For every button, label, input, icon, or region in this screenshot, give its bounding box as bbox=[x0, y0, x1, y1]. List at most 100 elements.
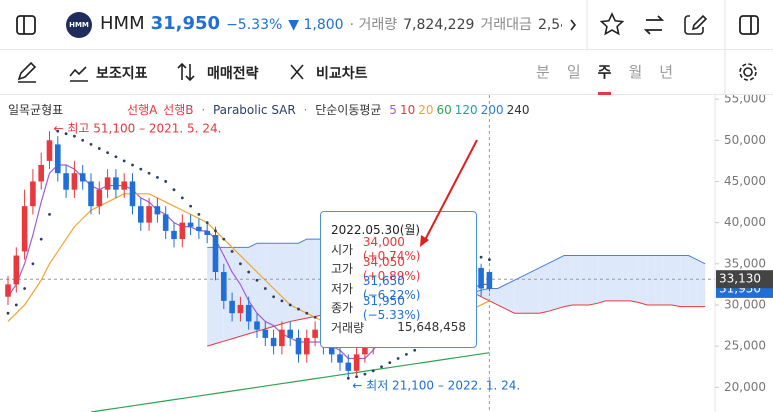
cloud-segment bbox=[580, 255, 589, 305]
candle-body bbox=[229, 300, 235, 314]
period-tab[interactable]: 분 bbox=[536, 63, 550, 81]
sar-dot bbox=[81, 138, 85, 142]
cloud-segment bbox=[663, 255, 672, 305]
cloud-segment bbox=[281, 243, 291, 324]
candle-body bbox=[279, 329, 285, 347]
cloud-segment bbox=[306, 239, 316, 319]
y-axis: 20,000 25,000 30,000 35,000 40,000 45,000 50,0… bbox=[715, 95, 773, 394]
y-tick-label: 50,000 bbox=[724, 133, 766, 147]
cloud-segment bbox=[613, 255, 623, 301]
tooltip-label: 저가 bbox=[331, 281, 354, 296]
period-tab[interactable]: 주 bbox=[597, 50, 612, 95]
cloud-segment bbox=[589, 255, 598, 305]
cloud-segment bbox=[572, 255, 581, 305]
tooltip-value: 34,050 (+0.89%) bbox=[362, 254, 421, 283]
sar-dot bbox=[56, 129, 60, 133]
indicators-button[interactable]: 보조지표 bbox=[96, 66, 148, 82]
candle-body bbox=[129, 181, 136, 207]
cloud-segment bbox=[555, 255, 565, 310]
cloud-segment bbox=[638, 255, 648, 305]
sar-dot bbox=[413, 348, 417, 352]
candle-body bbox=[304, 337, 310, 355]
indicator-icon bbox=[69, 66, 88, 82]
ma-line bbox=[90, 352, 490, 412]
candle-body bbox=[287, 329, 293, 338]
candle-body bbox=[63, 173, 69, 190]
y-tick-label: 55,000 bbox=[724, 95, 766, 106]
cloud-segment bbox=[539, 263, 548, 314]
candle-body bbox=[254, 321, 260, 330]
legend-ma-periods: 5 10 20 60 120 200 240 bbox=[389, 103, 532, 117]
sar-dot bbox=[6, 311, 10, 315]
cloud-segment bbox=[688, 255, 697, 307]
cloud-segment bbox=[514, 276, 523, 314]
candle-body bbox=[345, 362, 352, 371]
change-pct: −5.33% bbox=[226, 17, 283, 33]
settings-icon[interactable] bbox=[743, 67, 753, 77]
swap-icon[interactable] bbox=[643, 15, 665, 35]
tooltip-label: 고가 bbox=[331, 262, 354, 277]
strategy-button[interactable]: 매매전략 bbox=[207, 66, 259, 82]
tooltip-row: 시가 34,000 (+0.74%) bbox=[331, 235, 466, 263]
candle-body bbox=[337, 354, 343, 363]
sar-dot bbox=[313, 315, 317, 319]
sar-dot bbox=[172, 188, 176, 192]
cloud-segment bbox=[522, 272, 531, 314]
price-box bbox=[716, 270, 773, 289]
candle-body bbox=[5, 284, 11, 297]
header-icons: HMM bbox=[16, 0, 759, 50]
edit-icon[interactable] bbox=[684, 14, 708, 35]
legend-ma-period: 200 bbox=[480, 103, 504, 117]
sar-dot bbox=[405, 352, 408, 356]
period-tab[interactable]: 일 bbox=[566, 63, 581, 81]
sar-dot bbox=[197, 212, 201, 216]
y-tick-label: 45,000 bbox=[724, 174, 766, 188]
tooltip-date: 2022.05.30(월) bbox=[331, 223, 421, 238]
y-tick-label: 25,000 bbox=[724, 339, 766, 353]
candle-body bbox=[179, 222, 186, 240]
cloud-segment bbox=[232, 247, 241, 339]
cloud-segment bbox=[265, 243, 274, 329]
y-tick-label: 35,000 bbox=[724, 256, 766, 270]
separator: · bbox=[201, 103, 206, 117]
candle-body bbox=[204, 230, 210, 235]
tooltip-label: 시가 bbox=[331, 242, 354, 257]
sar-dot bbox=[305, 311, 309, 315]
more-icon[interactable] bbox=[570, 19, 577, 31]
legend-ma-period: 240 bbox=[506, 103, 530, 117]
tooltip-value: 31,650 (−6.22%) bbox=[362, 274, 421, 303]
favorite-icon[interactable] bbox=[599, 12, 625, 36]
sidebar-icon[interactable] bbox=[16, 15, 36, 35]
legend-ma: 단순이동평균 bbox=[315, 103, 382, 117]
period-tab[interactable]: 월 bbox=[628, 63, 643, 81]
candle-body bbox=[312, 329, 318, 338]
sar-dot bbox=[380, 365, 383, 369]
panel-icon[interactable] bbox=[739, 15, 759, 35]
candle-body bbox=[187, 222, 194, 227]
sar-dot bbox=[64, 132, 68, 136]
sar-dot bbox=[189, 204, 193, 208]
sar-dot bbox=[39, 237, 43, 241]
sar-dot bbox=[73, 134, 76, 138]
tooltip-rows: 시가 34,000 (+0.74%) 고가 34,050 (+0.89%) 저가 31,6… bbox=[331, 235, 466, 322]
sar-dot bbox=[97, 147, 101, 150]
candle-body bbox=[113, 177, 119, 190]
sar-dot bbox=[156, 175, 159, 179]
cloud-segment bbox=[622, 255, 631, 301]
legend-ma-period: 5 bbox=[389, 103, 397, 117]
sar-dot bbox=[147, 171, 151, 175]
draw-icon[interactable] bbox=[17, 61, 37, 83]
change: ▼ 1,800 bbox=[288, 17, 344, 33]
candle-body bbox=[55, 144, 61, 174]
toolbar-icons bbox=[17, 50, 757, 95]
logo bbox=[66, 12, 92, 38]
tooltip: 2022.05.30(월) 시가 34,000 (+0.74%) 고가 34,050 … bbox=[320, 211, 477, 348]
candle-body bbox=[171, 230, 177, 240]
candle-body bbox=[121, 181, 127, 190]
compare-button[interactable]: 비교차트 bbox=[316, 66, 368, 82]
period-tab[interactable]: 년 bbox=[659, 63, 674, 81]
candle-body bbox=[13, 255, 20, 285]
sar-dot bbox=[346, 376, 350, 380]
tooltip-volume-label: 거래량 bbox=[331, 320, 365, 335]
